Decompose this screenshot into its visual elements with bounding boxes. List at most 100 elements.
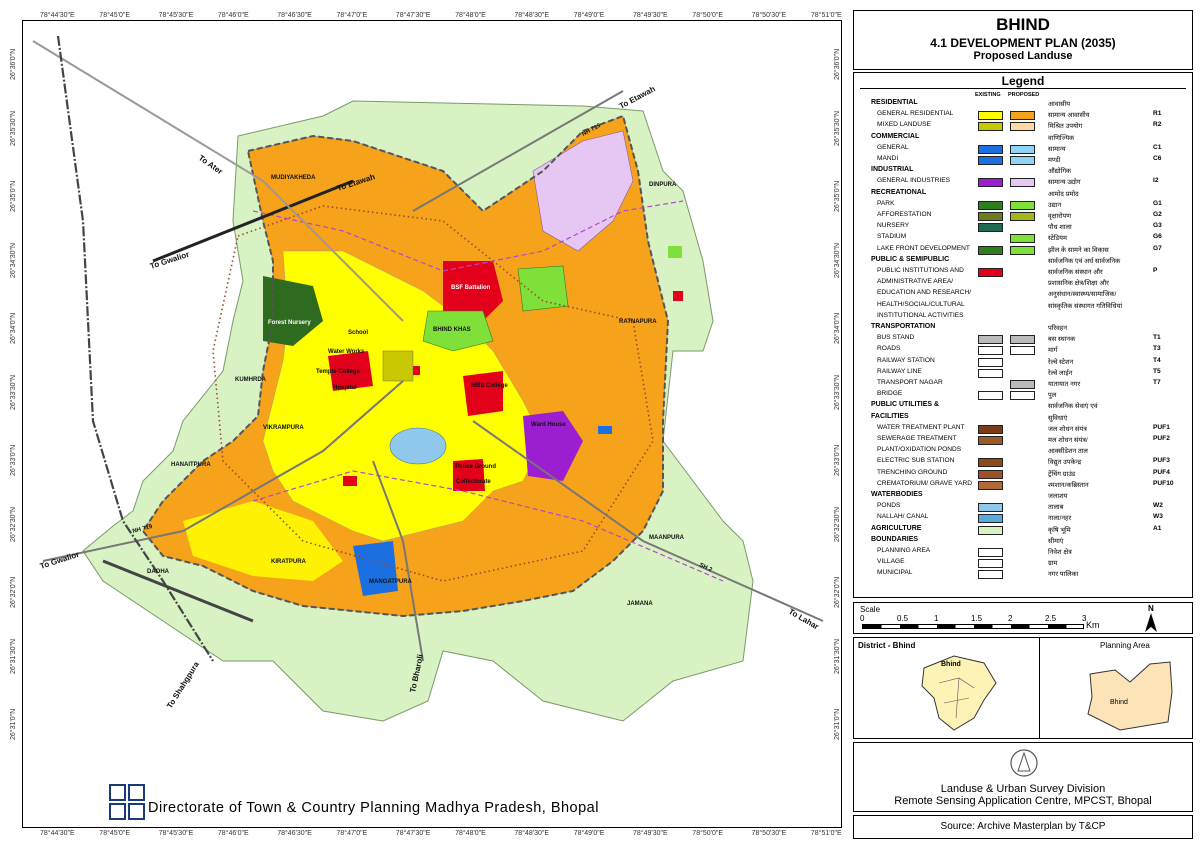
legend-code: P: [1153, 267, 1158, 274]
label-daoha: DAOHA: [147, 569, 170, 575]
scale-unit: Km: [1086, 620, 1100, 630]
mandi-grid: [382, 350, 414, 382]
park-spot: [668, 246, 682, 258]
legend-row: COMMERCIAL वाणिज्यिक: [854, 133, 1194, 145]
label-school: School: [348, 330, 368, 336]
district-town: Bhind: [941, 661, 961, 668]
graticule-left-label: 26°35'30"N: [10, 110, 17, 146]
scale-label: Scale: [860, 605, 881, 614]
legend-entry-label: GENERAL: [877, 143, 909, 151]
legend-swatch-existing: [978, 223, 1003, 233]
graticule-bottom-label: 78°49'30"E: [633, 830, 668, 837]
graticule-right-label: 26°31'0"N: [834, 708, 841, 740]
legend-swatch-proposed: [1010, 245, 1035, 255]
legend-swatch-proposed: [1010, 122, 1035, 132]
legend-swatch-existing: [978, 458, 1003, 468]
legend-hindi-label: सीमाएं: [1048, 537, 1064, 545]
legend-hindi-label: सामान्य: [1048, 145, 1066, 153]
scale-panel: Scale 0 0.5 1 1.5 2 2.5 3 Km N: [853, 602, 1193, 634]
legend-swatch-proposed: [1010, 380, 1035, 389]
graticule-left-label: 26°33'0"N: [10, 444, 17, 476]
residential-south-strip: [183, 501, 343, 581]
label-mangatpura: MANGATPURA: [369, 579, 413, 585]
legend-swatch-existing: [978, 111, 1003, 121]
legend-code: W2: [1153, 502, 1163, 510]
legend-row: TRANSPORT NAGAR यातायात नगर T7: [854, 379, 1194, 391]
legend-row: PUBLIC INSTITUTIONS AND सार्वजनिक संस्थान…: [854, 267, 1194, 279]
legend-swatch-proposed: [1010, 391, 1035, 401]
bhind-khas-park: [422, 310, 494, 352]
legend-hindi-label: विद्युत उपकेन्द्र: [1048, 459, 1082, 467]
legend-swatch-existing: [978, 178, 1003, 188]
legend-swatch-existing: [978, 514, 1003, 524]
mpcst-panel: Landuse & Urban Survey Division Remote S…: [853, 742, 1193, 812]
legend-swatch-existing: [978, 245, 1003, 255]
legend-hindi-label: मण्डी: [1048, 157, 1061, 164]
landuse-map[interactable]: MUDIYAKHEDA DINPURA RATNAPURA KUMHRDA VI…: [22, 20, 842, 828]
legend-swatch-proposed: [1010, 234, 1035, 244]
label-sh2: SH 2: [698, 562, 713, 573]
legend-code: I2: [1153, 177, 1159, 185]
legend-code: G1: [1153, 199, 1162, 207]
graticule-top-label: 78°46'30"E: [277, 12, 312, 19]
legend-hindi-label: यातायात नगर: [1048, 381, 1081, 388]
legend-row: ELECTRIC SUB STATION विद्युत उपकेन्द्र PUF…: [854, 457, 1194, 469]
graticule-left-label: 26°31'0"N: [10, 708, 17, 740]
legend-hindi-label: पौध शाला: [1048, 224, 1072, 232]
legend-row: GENERAL RESIDENTIAL सामान्य आवासीय R1: [854, 110, 1194, 122]
road-to-gwalior-west: [42, 380, 404, 562]
label-police-ground: Police Ground: [455, 464, 496, 470]
label-hospital: Hospital: [333, 385, 357, 391]
label-mudiyakheda: MUDIYAKHEDA: [271, 175, 316, 181]
legend-row: WATER TREATMENT PLANT जल शोधन संयंत्र PUF1: [854, 424, 1194, 436]
legend-hindi-label: आवासीय: [1048, 101, 1071, 108]
legend-row: SEWERAGE TREATMENT मल शोधन संयंत्र/PUF2: [854, 435, 1194, 447]
legend-hindi-label: ग्राम: [1048, 560, 1058, 568]
graticule-left-label: 26°34'0"N: [10, 312, 17, 344]
legend-hindi-label: सुविधाएं: [1048, 414, 1068, 422]
legend-code: G6: [1153, 233, 1162, 241]
legend-swatch-proposed: [1010, 335, 1035, 345]
inset-panel: District - Bhind Bhind Planning Area Bhi…: [853, 637, 1193, 739]
legend-entry-label: NURSERY: [877, 222, 910, 230]
legend-swatch-existing: [978, 436, 1003, 445]
legend-entry-label: BRIDGE: [877, 390, 903, 398]
legend-row: NURSERY पौध शाला G3: [854, 222, 1194, 234]
legend-hindi-label: मिश्रित उपयोग: [1048, 123, 1083, 131]
legend-row: PUBLIC & SEMIPUBLIC सार्वजनिक एवं अर्ध सा…: [854, 256, 1194, 268]
legend-swatch-existing: [978, 357, 1003, 367]
label-kiratpura: KIRATPURA: [271, 559, 307, 565]
legend-row: RAILWAY LINE रेल्वे लाईन T5: [854, 368, 1194, 380]
legend-row: MANDI मण्डी C6: [854, 155, 1194, 167]
legend-hindi-label: सामान्य उद्योग: [1048, 179, 1081, 187]
legend-row: MIXED LANDUSE मिश्रित उपयोग R2: [854, 121, 1194, 133]
legend-code: T7: [1153, 379, 1161, 386]
label-maanpura: MAANPURA: [649, 535, 685, 541]
legend-hindi-label: परिवहन: [1048, 325, 1067, 332]
legend-swatch-existing: [978, 268, 1003, 277]
municipal-dotted-boundary: [212, 205, 654, 582]
legend-hindi-label: निवेश क्षेत्र: [1048, 549, 1072, 556]
legend-code: A1: [1153, 524, 1162, 532]
legend-swatch-existing: [978, 570, 1003, 580]
legend-entry-label: RAILWAY LINE: [877, 367, 922, 375]
legend-row: TRENCHING GROUND ट्रेंचिंग ग्राउंड PUF4: [854, 469, 1194, 481]
railway-line: [56, 35, 214, 662]
legend-row: ROADS मार्ग T3: [854, 345, 1194, 357]
graticule-bottom-label: 78°51'0"E: [810, 830, 842, 837]
graticule-right-label: 26°31'30"N: [834, 638, 841, 674]
legend-category: PUBLIC UTILITIES &: [871, 401, 940, 409]
legend-swatch-proposed: [1010, 346, 1035, 356]
legend-entry-label: GENERAL RESIDENTIAL: [877, 110, 954, 118]
label-to-lahar: To Lahar: [787, 607, 820, 631]
legend-swatch-existing: [978, 122, 1003, 132]
label-kumhrda: KUMHRDA: [235, 377, 267, 383]
legend-category: COMMERCIAL: [871, 132, 920, 140]
graticule-right-label: 26°33'30"N: [834, 374, 841, 410]
graticule-bottom-label: 78°47'30"E: [395, 830, 431, 837]
legend-row: RAILWAY STATION रेल्वे स्टेशन T4: [854, 357, 1194, 369]
source-panel: Source: Archive Masterplan by T&CP: [853, 815, 1193, 839]
map-subtitle: Proposed Landuse: [973, 50, 1073, 62]
village-boundary: [252, 470, 724, 582]
